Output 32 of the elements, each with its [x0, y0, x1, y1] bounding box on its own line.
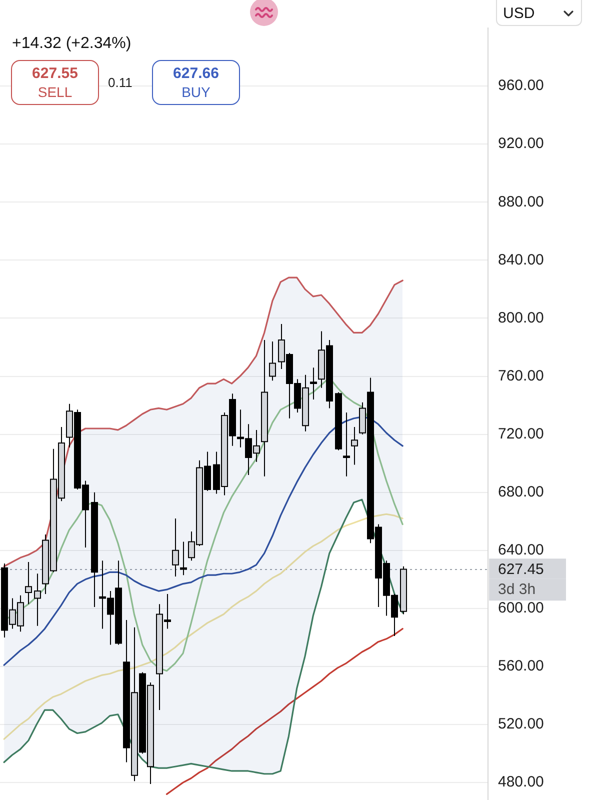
y-tick-label: 640.00 — [498, 542, 544, 559]
candlestick — [34, 573, 41, 626]
y-tick-label: 880.00 — [498, 193, 544, 210]
candlestick — [269, 340, 276, 382]
y-tick-label: 680.00 — [498, 484, 544, 500]
y-tick-label: 920.00 — [498, 135, 544, 152]
annotation: 627.66 — [172, 65, 220, 83]
candlestick — [351, 426, 358, 466]
candlestick — [343, 412, 350, 477]
annotation: 0.11 — [108, 75, 132, 90]
chart-subtitle: +14.32 (+2.34%) — [12, 34, 132, 53]
annotation: BUY — [180, 84, 212, 101]
y-tick-label: 960.00 — [498, 77, 544, 94]
y-tick-label: 840.00 — [498, 251, 544, 268]
annotation: SELL — [36, 84, 74, 101]
candlestick — [180, 541, 187, 576]
candlestick — [310, 367, 317, 400]
y-tick-label: 520.00 — [498, 716, 544, 733]
y-tick-label: 760.00 — [498, 367, 544, 384]
text: 3d 3h — [498, 580, 536, 598]
y-tick-label: 800.00 — [498, 309, 544, 326]
annotation: 627.55 — [31, 65, 79, 83]
ref-line-label: 627.45 — [498, 560, 544, 578]
y-tick-label: 560.00 — [498, 658, 544, 675]
y-tick-label: 480.00 — [498, 774, 544, 791]
candlestick — [25, 562, 32, 605]
currency-dropdown: USD — [496, 0, 582, 26]
candlestick — [172, 518, 179, 578]
y-tick-label: 600.00 — [498, 600, 544, 617]
sell-button: 627.55 SELL — [11, 60, 99, 105]
buy-button: 627.66 BUY — [152, 60, 240, 105]
y-tick-label: 720.00 — [498, 425, 544, 442]
